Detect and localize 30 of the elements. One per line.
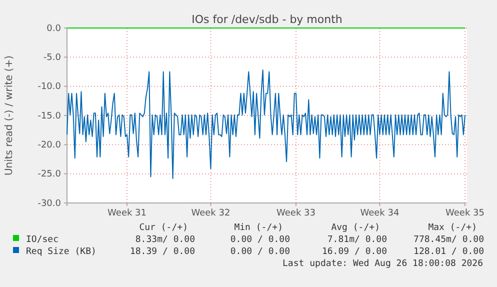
text: 778.45m/ 0.00: [414, 235, 484, 245]
y-axis-title: Units read (-) / write (+): [4, 55, 15, 176]
x-tick-label: Week 35: [446, 208, 484, 218]
x-tick-label: Week 33: [276, 208, 316, 218]
text: 16.09 / 0.00: [322, 247, 387, 257]
text: Cur (-/+): [139, 223, 188, 233]
text: 0.00 / 0.00: [230, 247, 290, 257]
x-tick-label: Week 34: [360, 208, 400, 218]
y-tick-label: -25.0: [38, 170, 62, 180]
legend-label: Req Size (KB): [26, 247, 96, 257]
y-tick-label: 0.0: [46, 24, 62, 34]
x-tick-label: Week 31: [108, 208, 147, 218]
text: 8.33m/ 0.00: [135, 235, 195, 245]
legend-label: IO/sec: [26, 235, 59, 245]
text: 7.81m/ 0.00: [327, 235, 387, 245]
y-tick-label: -15.0: [38, 111, 62, 122]
x-tick-label: Week 32: [191, 208, 230, 218]
text: Last update: Wed Aug 26 18:00:08 2026: [282, 259, 483, 269]
text: 128.01 / 0.00: [414, 247, 484, 257]
y-tick-label: -10.0: [38, 82, 62, 92]
y-tick-label: -30.0: [38, 198, 62, 209]
chart-title: IOs for /dev/sdb - by month: [192, 13, 342, 26]
text: Max (-/+): [428, 223, 477, 233]
y-tick-label: -5.0: [43, 53, 62, 64]
text: 0.00 / 0.00: [230, 235, 290, 245]
y-tick-label: -20.0: [38, 140, 62, 151]
line-series: [66, 70, 466, 179]
text: Min (-/+): [234, 223, 283, 233]
text: 18.39 / 0.00: [130, 247, 195, 257]
text: Avg (-/+): [331, 223, 380, 233]
